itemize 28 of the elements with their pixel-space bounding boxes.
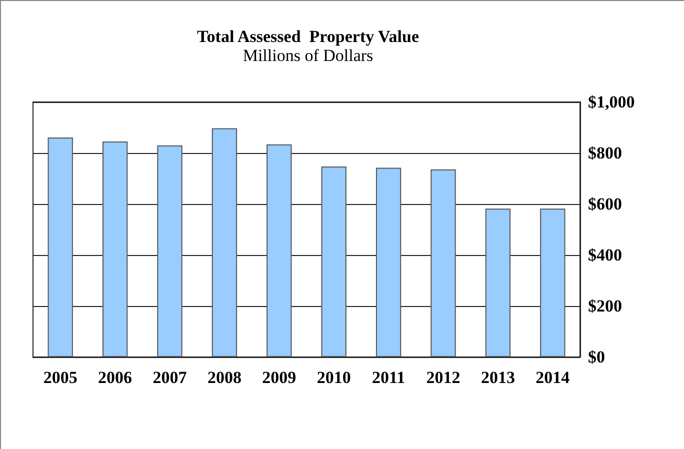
y-tick-label: $1,000 — [588, 92, 635, 112]
x-tick-label: 2006 — [98, 368, 132, 387]
bar — [485, 208, 511, 357]
bar — [376, 168, 402, 357]
y-tick-label: $800 — [588, 144, 622, 162]
x-tick-label: 2005 — [43, 368, 78, 387]
y-tick-label: $0 — [588, 348, 605, 366]
bar — [212, 128, 238, 357]
x-tick-label: 2010 — [316, 368, 351, 387]
x-tick-label: 2013 — [480, 368, 515, 387]
bar — [48, 137, 73, 357]
x-tick-label: 2011 — [372, 368, 406, 387]
bar — [430, 169, 456, 357]
x-tick-label: 2014 — [536, 368, 570, 387]
chart-title: Total Assessed Property Value — [197, 27, 420, 46]
x-tick-label: 2008 — [207, 368, 242, 387]
bar — [102, 142, 128, 357]
x-tick-label: 2007 — [152, 368, 188, 387]
bar — [540, 208, 566, 357]
y-tick-label: $600 — [588, 194, 622, 214]
bar — [157, 145, 182, 357]
bar — [266, 144, 292, 357]
bar — [321, 166, 346, 357]
x-tick-label: 2012 — [426, 368, 460, 387]
y-tick-label: $200 — [588, 296, 622, 316]
chart-subtitle: Millions of Dollars — [242, 46, 374, 65]
y-tick-label: $400 — [588, 246, 622, 264]
x-tick-label: 2009 — [262, 368, 296, 387]
